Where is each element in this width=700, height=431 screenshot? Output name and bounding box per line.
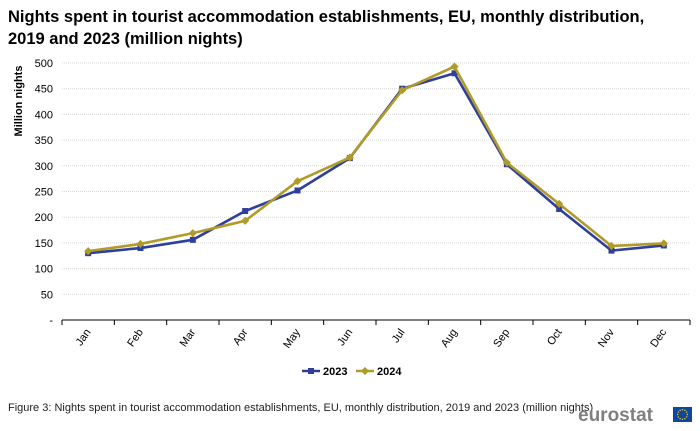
star-icon: [677, 411, 680, 413]
series-line: [87, 65, 664, 253]
eu-flag-icon: [673, 407, 692, 422]
y-tick-label: 50: [41, 289, 53, 301]
data-point: [84, 247, 93, 256]
gridlines: [62, 62, 690, 295]
data-point: [360, 366, 370, 376]
data-point: [294, 187, 301, 194]
star-icon: [684, 409, 686, 412]
data-point: [188, 229, 197, 238]
data-point: [450, 62, 459, 71]
data-point: [607, 241, 616, 251]
star-icon: [681, 418, 684, 420]
axes: [61, 319, 691, 325]
data-point: [242, 208, 249, 215]
star-icon: [685, 411, 688, 413]
data-point: [659, 239, 668, 248]
data-point: [241, 216, 250, 225]
legend: 2023 2024: [302, 366, 402, 378]
data-point: [345, 153, 354, 162]
x-tick-label: May: [281, 326, 303, 350]
x-tick-label: Oct: [545, 327, 565, 348]
star-icon: [684, 417, 686, 420]
star-icon: [686, 413, 688, 416]
x-tick-label: Feb: [125, 327, 146, 349]
series-line: [88, 71, 664, 255]
star-icon: [677, 416, 680, 418]
x-tick-label: Jun: [335, 327, 355, 348]
x-tick-label: Aug: [439, 327, 460, 350]
data-point: [308, 368, 314, 374]
x-tick-label: Dec: [648, 326, 669, 349]
y-axis-label: Million nights: [13, 66, 25, 137]
x-tick-label: Mar: [178, 327, 199, 350]
chart-title: Nights spent in tourist accommodation es…: [8, 8, 645, 48]
legend-item: 2023: [302, 366, 347, 378]
series-lines: [84, 62, 668, 257]
data-point: [555, 199, 564, 208]
data-point: [293, 177, 302, 186]
y-tick-label: 100: [35, 264, 53, 276]
y-tick-label: 350: [35, 135, 53, 147]
legend-item: 2024: [356, 366, 402, 378]
star-icon: [679, 417, 681, 420]
data-point: [398, 86, 407, 95]
data-point: [556, 205, 563, 212]
eurostat-logo: eurostat: [578, 405, 692, 426]
data-point: [137, 245, 144, 252]
y-tick-label: 400: [35, 109, 53, 121]
x-tick-labels: Jan Feb Mar Apr May Jun Jul Aug Sep Oct Nov Dec: [74, 326, 670, 350]
y-tick-label: 300: [35, 161, 53, 173]
data-point: [608, 247, 615, 254]
eu-stars-icon: [677, 409, 688, 420]
legend-label: 2024: [377, 366, 402, 378]
y-tick-labels: - 50 100 150 200 250 300 350 400 450 500: [35, 58, 54, 327]
x-tick-label: Apr: [231, 327, 251, 348]
series-2024: [84, 62, 668, 256]
star-icon: [685, 416, 688, 418]
data-point: [136, 239, 145, 248]
y-tick-label: -: [49, 315, 53, 327]
data-point: [189, 236, 196, 243]
y-tick-label: 500: [35, 58, 53, 70]
data-point: [502, 158, 511, 167]
y-tick-label: 150: [35, 238, 53, 250]
y-tick-label: 250: [35, 187, 53, 199]
series-2023: [85, 70, 667, 257]
y-tick-label: 200: [35, 212, 53, 224]
figure-caption: Figure 3: Nights spent in tourist accomm…: [8, 402, 594, 414]
x-tick-label: Nov: [596, 326, 617, 349]
line-chart: - 50 100 150 200 250 300 350 400 450 500 Jan Feb Mar…: [13, 58, 691, 378]
star-icon: [679, 409, 681, 412]
x-tick-label: Sep: [491, 327, 512, 350]
star-icon: [681, 409, 684, 411]
x-tick-label: Jan: [74, 327, 94, 348]
star-icon: [677, 413, 679, 416]
legend-label: 2023: [323, 366, 347, 378]
y-tick-label: 450: [35, 84, 53, 96]
x-tick-label: Jul: [390, 327, 408, 345]
logo-text: eurostat: [578, 405, 654, 426]
data-point: [451, 70, 458, 77]
